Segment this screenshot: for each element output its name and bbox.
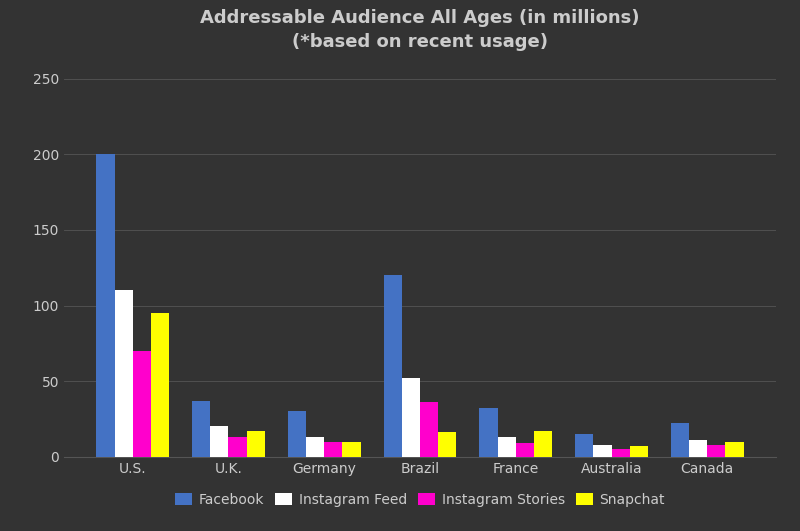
Bar xyxy=(594,444,611,457)
Bar xyxy=(246,431,265,457)
Bar xyxy=(498,437,516,457)
Bar xyxy=(342,442,361,457)
Bar xyxy=(611,449,630,457)
Bar xyxy=(575,434,594,457)
Bar xyxy=(438,432,456,457)
Bar xyxy=(192,401,210,457)
Bar xyxy=(288,412,306,457)
Title: Addressable Audience All Ages (in millions)
(*based on recent usage): Addressable Audience All Ages (in millio… xyxy=(200,10,640,51)
Bar xyxy=(324,442,342,457)
Bar xyxy=(306,437,324,457)
Bar xyxy=(726,442,744,457)
Bar xyxy=(96,155,114,457)
Bar xyxy=(229,437,246,457)
Bar xyxy=(689,440,707,457)
Bar xyxy=(420,402,438,457)
Bar xyxy=(630,446,648,457)
Bar xyxy=(133,351,151,457)
Bar xyxy=(671,423,689,457)
Bar xyxy=(384,275,402,457)
Legend: Facebook, Instagram Feed, Instagram Stories, Snapchat: Facebook, Instagram Feed, Instagram Stor… xyxy=(170,487,670,512)
Bar xyxy=(114,290,133,457)
Bar xyxy=(534,431,552,457)
Bar xyxy=(151,313,169,457)
Bar xyxy=(516,443,534,457)
Bar xyxy=(402,378,420,457)
Bar xyxy=(210,426,229,457)
Bar xyxy=(479,408,498,457)
Bar xyxy=(707,444,726,457)
